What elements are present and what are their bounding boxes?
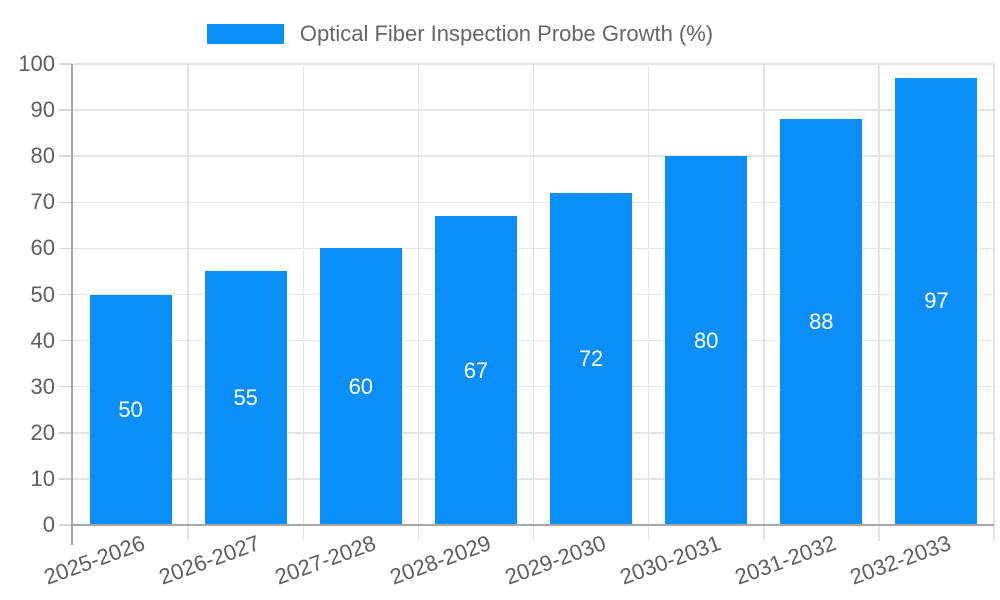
y-tick-mark bbox=[59, 339, 72, 342]
v-gridline bbox=[993, 64, 995, 541]
y-axis-tick-label: 0 bbox=[42, 512, 55, 537]
v-gridline bbox=[302, 64, 304, 541]
chart-bar-2030-2031[interactable]: 80 bbox=[665, 156, 748, 525]
y-tick-mark bbox=[59, 524, 72, 526]
y-axis-tick-label: 90 bbox=[30, 97, 55, 123]
legend[interactable]: Optical Fiber Inspection Probe Growth (%… bbox=[0, 23, 1000, 45]
x-axis-tick-label: 2029-2030 bbox=[501, 530, 609, 590]
plot-area: 0 10 20 30 40 50 60 70 80 90 100 50 2025-2026 55 2026-… bbox=[18, 51, 995, 590]
legend-swatch-icon bbox=[206, 24, 284, 44]
legend-label: Optical Fiber Inspection Probe Growth (%… bbox=[299, 21, 714, 46]
y-axis-tick-label: 20 bbox=[30, 419, 55, 445]
x-axis-tick-label: 2030-2031 bbox=[616, 530, 725, 590]
v-gridline bbox=[187, 64, 189, 541]
y-tick-mark bbox=[59, 63, 72, 65]
bar-value-label: 55 bbox=[233, 385, 258, 411]
y-tick-mark bbox=[59, 109, 72, 111]
y-axis-tick-label: 100 bbox=[18, 51, 55, 76]
bar-value-label: 67 bbox=[463, 357, 489, 383]
x-axis-tick-label: 2026-2027 bbox=[156, 530, 264, 590]
v-gridline bbox=[878, 64, 880, 541]
bar-value-label: 80 bbox=[693, 327, 719, 353]
y-axis-tick-label: 50 bbox=[30, 281, 55, 307]
bar-value-label: 72 bbox=[578, 346, 604, 372]
y-axis-tick-label: 80 bbox=[30, 143, 55, 169]
y-axis-line bbox=[71, 64, 73, 545]
x-axis-tick-label: 2028-2029 bbox=[386, 530, 494, 590]
chart-bar-2032-2033[interactable]: 97 bbox=[895, 77, 978, 525]
y-tick-mark bbox=[59, 293, 72, 296]
x-axis-tick-label: 2032-2033 bbox=[846, 530, 955, 590]
chart-bar-2025-2026[interactable]: 50 bbox=[89, 294, 172, 525]
x-axis-tick-label: 2031-2032 bbox=[731, 530, 840, 590]
y-tick-mark bbox=[59, 201, 72, 204]
chart-bar-2027-2028[interactable]: 60 bbox=[319, 248, 402, 525]
v-gridline bbox=[417, 64, 420, 541]
v-gridline bbox=[647, 64, 650, 541]
chart-bar-2029-2030[interactable]: 72 bbox=[550, 193, 633, 525]
y-axis-tick-label: 60 bbox=[30, 235, 55, 261]
y-tick-mark bbox=[59, 247, 72, 250]
chart-bar-2026-2027[interactable]: 55 bbox=[204, 271, 287, 525]
y-tick-mark bbox=[59, 385, 72, 388]
bar-value-label: 97 bbox=[924, 288, 949, 314]
x-axis-line bbox=[71, 523, 994, 526]
bar-value-label: 60 bbox=[348, 373, 374, 399]
y-tick-mark bbox=[59, 155, 72, 157]
y-axis-tick-label: 10 bbox=[30, 465, 55, 491]
bar-value-label: 88 bbox=[809, 309, 834, 335]
y-axis-tick-label: 70 bbox=[30, 189, 55, 215]
x-axis-tick-label: 2027-2028 bbox=[271, 530, 379, 590]
bar-value-label: 50 bbox=[118, 396, 143, 422]
chart-bar-2028-2029[interactable]: 67 bbox=[434, 216, 517, 525]
v-gridline bbox=[532, 64, 535, 541]
y-axis-tick-label: 40 bbox=[30, 327, 55, 353]
y-tick-mark bbox=[59, 432, 72, 434]
x-axis-tick-label: 2025-2026 bbox=[41, 530, 149, 590]
y-tick-mark bbox=[59, 478, 72, 480]
v-gridline bbox=[763, 64, 765, 541]
y-axis-tick-label: 30 bbox=[30, 373, 55, 399]
chart-bar-2031-2032[interactable]: 88 bbox=[780, 119, 863, 525]
